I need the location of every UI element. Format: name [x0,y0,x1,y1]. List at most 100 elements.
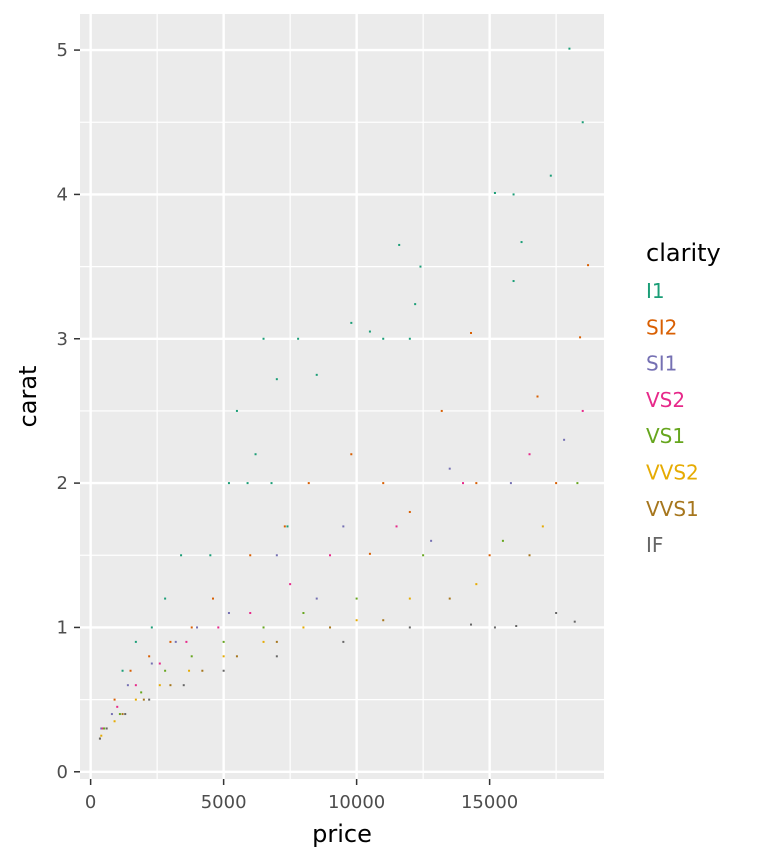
data-point [448,467,451,470]
data-point [158,684,161,687]
legend: clarity I1 SI2 SI1 VS2 VS1 VVS2 VVS1 IF [646,239,721,557]
data-point [275,554,278,557]
series-if [98,612,576,740]
data-point [100,727,103,730]
data-point [140,691,143,694]
data-point [536,395,539,398]
data-point [222,640,225,643]
data-point [355,619,358,622]
data-point [201,669,204,672]
data-point [440,409,443,412]
series-si1 [100,438,566,730]
data-point [169,684,172,687]
data-point [124,713,127,716]
data-point [105,727,108,730]
data-point [307,482,310,485]
data-point [222,655,225,658]
legend-label-vvs2: VVS2 [646,461,699,485]
data-point [275,640,278,643]
data-point [579,336,582,339]
data-point [512,280,515,283]
data-point [209,554,212,557]
data-point [422,554,425,557]
data-point [398,243,401,246]
y-tick-label: 0 [57,762,68,783]
data-point [262,337,265,340]
data-point [262,640,265,643]
legend-label-vs1: VS1 [646,424,685,448]
data-point [118,713,121,716]
data-point [148,698,151,701]
legend-label-si1: SI1 [646,352,677,376]
y-tick-label: 3 [57,329,68,350]
data-point [121,713,124,716]
data-point [541,525,544,528]
data-point [100,734,103,737]
data-point [262,626,265,629]
data-point [382,619,385,622]
data-point [142,698,145,701]
data-point [576,482,579,485]
data-point [110,713,113,716]
legend-items: I1 SI2 SI1 VS2 VS1 VVS2 VVS1 IF [646,279,699,557]
data-point [520,241,523,244]
x-tick-label: 10000 [328,792,385,813]
data-point [227,482,230,485]
data-point [382,337,385,340]
series-vs2 [101,409,584,730]
data-point [382,482,385,485]
data-point [150,626,153,629]
data-point [217,626,220,629]
data-point [129,669,132,672]
legend-label-if: IF [646,533,663,557]
data-point [134,684,137,687]
data-point [462,482,465,485]
data-point [270,482,273,485]
data-point [246,482,249,485]
data-point [235,409,238,412]
data-point [113,698,116,701]
data-point [121,669,124,672]
data-point [493,191,496,194]
data-point [549,174,552,177]
data-point [587,264,590,267]
legend-label-si2: SI2 [646,315,677,339]
data-point [289,583,292,586]
data-point [315,373,318,376]
data-point [174,640,177,643]
data-point [408,337,411,340]
data-point [488,554,491,557]
data-point [555,612,558,615]
data-point [475,482,478,485]
legend-label-vs2: VS2 [646,388,685,412]
major-gridlines [80,14,604,779]
data-point [408,597,411,600]
data-point [98,737,101,740]
data-point [555,482,558,485]
data-point [355,597,358,600]
data-point [408,510,411,513]
legend-label-i1: I1 [646,279,665,303]
legend-title: clarity [646,239,721,267]
data-point [134,640,137,643]
data-point [515,625,518,627]
series-vs1 [102,482,579,730]
data-point [350,453,353,456]
data-point [249,554,252,557]
data-point [368,552,371,555]
data-point [342,525,345,528]
legend-label-vvs1: VVS1 [646,497,699,521]
data-point [164,669,167,672]
data-point [302,626,305,629]
x-tick-label: 5000 [201,792,247,813]
data-point [414,303,417,306]
data-point [188,669,191,672]
data-point [190,655,193,658]
data-point [101,727,104,730]
data-point [528,453,531,456]
plot-panel [80,14,604,779]
minor-gridlines [80,14,604,779]
data-point [227,612,230,615]
data-point [568,47,571,50]
